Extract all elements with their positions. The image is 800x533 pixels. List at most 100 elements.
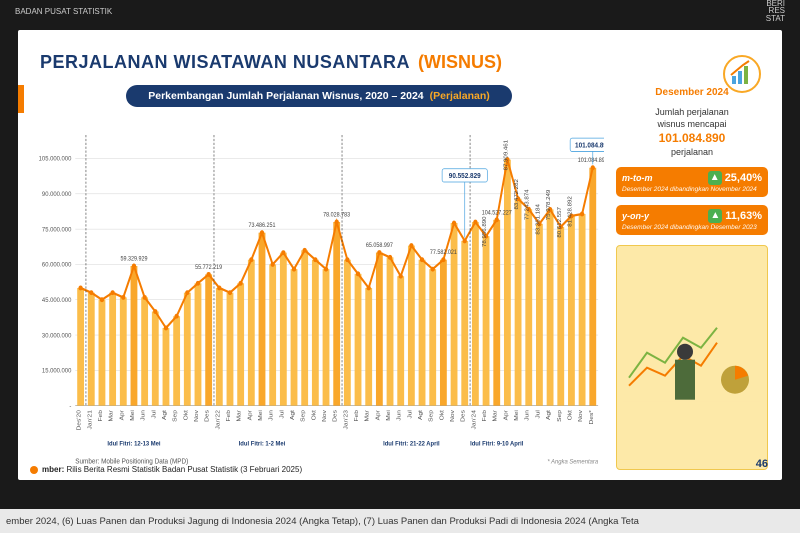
svg-text:73.486.251: 73.486.251	[249, 223, 276, 229]
svg-text:Mar: Mar	[492, 410, 499, 421]
svg-text:Okt: Okt	[567, 410, 574, 421]
side-unit: perjalanan	[616, 146, 768, 158]
svg-text:Agt: Agt	[289, 410, 296, 420]
svg-text:Des: Des	[460, 410, 467, 422]
svg-text:83.361.184: 83.361.184	[536, 203, 542, 234]
svg-text:Feb: Feb	[481, 410, 488, 422]
chart-title-text: Perkembangan Jumlah Perjalanan Wisnus, 2…	[148, 90, 423, 102]
svg-text:Apr: Apr	[119, 410, 126, 420]
svg-text:Mar: Mar	[108, 410, 115, 421]
svg-text:104.527.227: 104.527.227	[482, 210, 512, 216]
svg-text:55.772.219: 55.772.219	[195, 265, 222, 271]
chart-panel: Perkembangan Jumlah Perjalanan Wisnus, 2…	[32, 85, 606, 470]
stat-mtom: m-to-m ▲ 25,40% Desember 2024 dibandingk…	[616, 167, 768, 197]
svg-text:Mei: Mei	[513, 410, 520, 421]
stat-mtom-value: 25,40%	[725, 172, 762, 184]
arrow-up-icon: ▲	[708, 171, 722, 185]
svg-text:Jun: Jun	[140, 410, 147, 421]
svg-text:Feb: Feb	[97, 410, 104, 422]
title-accent-bar	[18, 85, 24, 113]
svg-text:Agt: Agt	[417, 410, 424, 420]
svg-text:80.612.557: 80.612.557	[557, 207, 563, 237]
svg-text:Okt: Okt	[311, 410, 318, 421]
stat-mtom-label: m-to-m	[622, 173, 653, 183]
side-lead-2: wisnus mencapai	[616, 118, 768, 130]
svg-text:Idul Fitri: 9-10 April: Idul Fitri: 9-10 April	[470, 440, 524, 447]
svg-text:90.552.829: 90.552.829	[449, 173, 481, 180]
svg-text:Jan'24: Jan'24	[471, 410, 478, 430]
svg-text:15.000.000: 15.000.000	[42, 367, 72, 374]
side-big-number: 101.084.890	[616, 130, 768, 146]
svg-text:Sep: Sep	[556, 410, 563, 422]
illustration-panel	[616, 245, 768, 470]
svg-text:Agt: Agt	[545, 410, 552, 420]
svg-text:Jun: Jun	[524, 410, 531, 421]
svg-text:Idul Fitri: 1-2 Mei: Idul Fitri: 1-2 Mei	[239, 440, 286, 447]
svg-text:105.000.000: 105.000.000	[39, 155, 72, 162]
svg-text:30.000.000: 30.000.000	[42, 332, 72, 339]
svg-text:Jul: Jul	[407, 410, 414, 418]
svg-text:65.058.997: 65.058.997	[366, 243, 393, 249]
svg-text:81.428.892: 81.428.892	[568, 196, 574, 226]
svg-text:75.978.249: 75.978.249	[546, 190, 552, 220]
svg-text:90.000.000: 90.000.000	[42, 191, 72, 198]
svg-text:Des'20: Des'20	[76, 410, 83, 431]
svg-text:101.084.890: 101.084.890	[575, 142, 604, 149]
wisnus-chart: - 15.000.000 30.000.000 45.000.000 60.000.00…	[34, 115, 604, 470]
svg-text:Nov: Nov	[193, 409, 200, 422]
page-number: 46	[756, 458, 768, 470]
presentation-top-bar: BADAN PUSAT STATISTIK BERI RES STAT	[0, 0, 800, 22]
side-lead-1: Jumlah perjalanan	[616, 106, 768, 118]
slide-footer-source: mber: Rilis Berita Resmi Statistik Badan…	[30, 465, 302, 474]
svg-text:59.329.929: 59.329.929	[120, 256, 147, 262]
title-main: PERJALANAN WISATAWAN NUSANTARA	[40, 52, 410, 73]
slide-title: PERJALANAN WISATAWAN NUSANTARA (WISNUS)	[18, 30, 782, 79]
svg-text:Jan'21: Jan'21	[87, 410, 94, 430]
svg-text:101.084.890: 101.084.890	[578, 158, 604, 164]
title-accent: (WISNUS)	[418, 52, 502, 73]
stat-yoy-value: 11,63%	[725, 210, 762, 222]
chart-title-banner: Perkembangan Jumlah Perjalanan Wisnus, 2…	[126, 85, 511, 107]
svg-text:-: -	[69, 403, 71, 410]
svg-text:Jun: Jun	[268, 410, 275, 421]
svg-text:Mei: Mei	[257, 410, 264, 421]
svg-text:Jul: Jul	[279, 410, 286, 418]
svg-text:Sep: Sep	[428, 410, 435, 422]
svg-text:Nov: Nov	[577, 409, 584, 422]
svg-text:* Angka Sementara: * Angka Sementara	[547, 458, 598, 465]
svg-text:Mei: Mei	[129, 410, 136, 421]
arrow-up-icon: ▲	[708, 209, 722, 223]
chart-area: - 15.000.000 30.000.000 45.000.000 60.000.00…	[32, 111, 606, 470]
chart-title-accent: (Perjalanan)	[430, 90, 490, 102]
svg-text:Jul: Jul	[151, 410, 158, 418]
svg-text:Nov: Nov	[449, 409, 456, 422]
svg-text:Nov: Nov	[321, 409, 328, 422]
svg-text:Okt: Okt	[183, 410, 190, 421]
svg-text:Agt: Agt	[161, 410, 168, 420]
bps-logo-icon	[722, 54, 762, 94]
stat-mtom-sub: Desember 2024 dibandingkan November 2024	[622, 186, 762, 193]
svg-text:Mar: Mar	[236, 410, 243, 421]
svg-text:78.956.890: 78.956.890	[482, 217, 488, 247]
svg-text:Idul Fitri: 12-13 Mei: Idul Fitri: 12-13 Mei	[107, 440, 160, 447]
side-panel: Desember 2024 Jumlah perjalanan wisnus m…	[616, 85, 768, 470]
svg-text:Okt: Okt	[439, 410, 446, 421]
svg-text:77.582.021: 77.582.021	[430, 250, 457, 256]
svg-text:83.472.282: 83.472.282	[514, 179, 520, 209]
news-ticker: ember 2024, (6) Luas Panen dan Produksi …	[0, 509, 800, 533]
svg-text:45.000.000: 45.000.000	[42, 297, 72, 304]
svg-text:Des*: Des*	[588, 410, 595, 425]
stat-yoy-label: y-on-y	[622, 211, 649, 221]
svg-text:Mei: Mei	[385, 410, 392, 421]
svg-text:Sep: Sep	[172, 410, 179, 422]
svg-text:87.909.461: 87.909.461	[504, 140, 510, 170]
svg-text:Jun: Jun	[396, 410, 403, 421]
side-summary: Jumlah perjalanan wisnus mencapai 101.08…	[616, 106, 768, 159]
svg-text:77.243.874: 77.243.874	[525, 189, 531, 220]
stat-yoy-sub: Desember 2024 dibandingkan Desember 2023	[622, 224, 762, 231]
svg-text:Sep: Sep	[300, 410, 307, 422]
footer-source-text: mber: Rilis Berita Resmi Statistik Badan…	[42, 465, 302, 474]
svg-text:60.000.000: 60.000.000	[42, 261, 72, 268]
svg-text:Jul: Jul	[535, 410, 542, 418]
svg-text:Des: Des	[204, 410, 211, 422]
